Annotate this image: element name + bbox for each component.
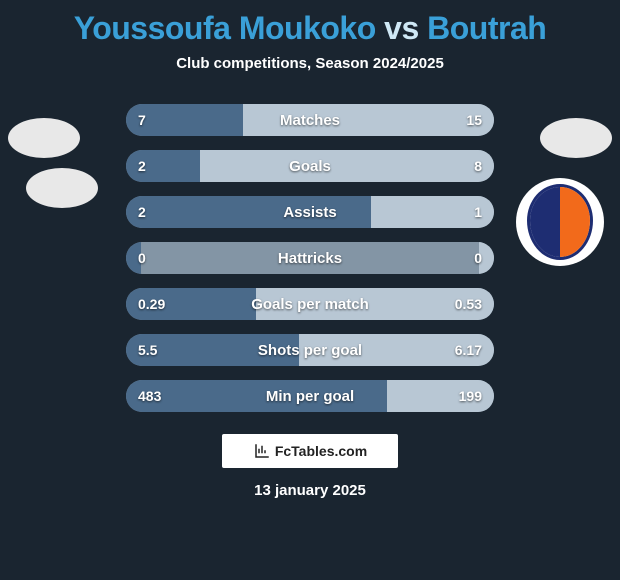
stat-row: 00Hattricks <box>126 242 494 274</box>
stat-label: Hattricks <box>126 242 494 274</box>
comparison-title: Youssoufa Moukoko vs Boutrah <box>0 0 620 47</box>
shield-icon <box>527 184 593 260</box>
logo-text: FcTables.com <box>275 443 367 459</box>
stat-label: Matches <box>126 104 494 136</box>
stat-row: 0.290.53Goals per match <box>126 288 494 320</box>
footer-date: 13 january 2025 <box>0 482 620 499</box>
player2-name: Boutrah <box>427 10 546 46</box>
player1-avatar-1 <box>8 118 80 158</box>
player1-avatar-2 <box>26 168 98 208</box>
player2-avatar <box>540 118 612 158</box>
stat-label: Goals per match <box>126 288 494 320</box>
stat-label: Goals <box>126 150 494 182</box>
vs-text: vs <box>384 10 419 46</box>
player2-club-shield <box>516 178 604 266</box>
stats-bars: 715Matches 28Goals 21Assists 00Hattricks 0.2… <box>126 104 494 412</box>
fctables-logo: FcTables.com <box>222 434 398 468</box>
stat-label: Assists <box>126 196 494 228</box>
stat-label: Shots per goal <box>126 334 494 366</box>
player1-name: Youssoufa Moukoko <box>74 10 376 46</box>
stat-row: 21Assists <box>126 196 494 228</box>
stat-row: 715Matches <box>126 104 494 136</box>
subtitle: Club competitions, Season 2024/2025 <box>0 55 620 72</box>
stat-row: 5.56.17Shots per goal <box>126 334 494 366</box>
chart-icon <box>253 442 271 460</box>
stat-row: 28Goals <box>126 150 494 182</box>
stat-row: 483199Min per goal <box>126 380 494 412</box>
stat-label: Min per goal <box>126 380 494 412</box>
